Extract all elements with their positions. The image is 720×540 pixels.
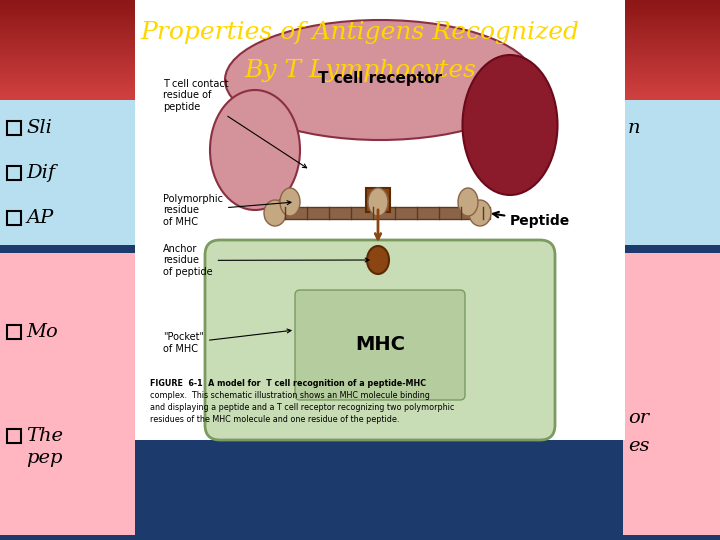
Bar — [366, 188, 390, 212]
Bar — [0, 34, 720, 37]
Bar — [0, 42, 720, 45]
Bar — [7, 211, 21, 225]
Ellipse shape — [225, 20, 535, 140]
Text: es: es — [628, 437, 649, 455]
Bar — [7, 429, 21, 443]
Bar — [623, 253, 720, 535]
Text: Peptide: Peptide — [493, 212, 570, 228]
Bar — [0, 253, 135, 535]
Bar — [0, 29, 720, 32]
Ellipse shape — [462, 55, 557, 195]
Bar — [0, 71, 720, 75]
Bar — [0, 89, 720, 92]
Bar — [0, 84, 720, 87]
Text: or: or — [628, 409, 649, 427]
FancyBboxPatch shape — [295, 290, 465, 400]
Ellipse shape — [280, 188, 300, 216]
Text: MHC: MHC — [355, 335, 405, 354]
Text: Mo: Mo — [26, 323, 58, 341]
Bar — [0, 22, 720, 25]
Bar — [0, 94, 720, 98]
Bar — [0, 46, 720, 50]
Text: n: n — [628, 119, 641, 137]
Bar — [0, 49, 720, 52]
Bar — [0, 69, 720, 72]
Bar — [0, 11, 720, 15]
Bar — [623, 100, 720, 245]
Bar — [0, 17, 720, 20]
Bar — [0, 0, 720, 3]
Bar — [0, 91, 720, 95]
Ellipse shape — [469, 200, 491, 226]
Bar — [135, 0, 625, 440]
Bar — [0, 37, 720, 40]
Bar — [0, 39, 720, 43]
Text: Sli: Sli — [26, 119, 52, 137]
Text: By T Lymphocytes: By T Lymphocytes — [244, 58, 476, 82]
Bar — [0, 100, 135, 245]
Text: Dif: Dif — [26, 164, 55, 182]
Bar — [0, 79, 720, 83]
Text: complex.  This schematic illustration shows an MHC molecule binding: complex. This schematic illustration sho… — [150, 392, 430, 401]
Bar — [0, 54, 720, 57]
Text: FIGURE  6-1  A model for  T cell recognition of a peptide-MHC: FIGURE 6-1 A model for T cell recognitio… — [150, 380, 426, 388]
Bar — [0, 59, 720, 63]
Bar — [0, 66, 720, 70]
Bar — [7, 325, 21, 339]
Text: pep: pep — [26, 449, 63, 467]
Bar — [0, 6, 720, 10]
Bar — [0, 82, 720, 85]
Text: The: The — [26, 427, 63, 446]
Text: T cell contact
residue of
peptide: T cell contact residue of peptide — [163, 79, 307, 168]
Text: Polymorphic
residue
of MHC: Polymorphic residue of MHC — [163, 194, 291, 227]
Text: AP: AP — [26, 209, 53, 227]
Bar — [0, 31, 720, 35]
Bar — [0, 44, 720, 48]
Bar — [0, 64, 720, 68]
Ellipse shape — [210, 90, 300, 210]
Text: "Pocket"
of MHC: "Pocket" of MHC — [163, 329, 291, 354]
Bar — [0, 14, 720, 17]
Bar — [0, 77, 720, 80]
Bar — [0, 57, 720, 60]
Text: and displaying a peptide and a T cell receptor recognizing two polymorphic: and displaying a peptide and a T cell re… — [150, 403, 454, 413]
Bar — [0, 97, 720, 100]
Bar — [0, 86, 720, 90]
FancyBboxPatch shape — [205, 240, 555, 440]
Bar — [7, 121, 21, 135]
Bar — [0, 9, 720, 12]
Bar — [7, 166, 21, 180]
Bar — [0, 62, 720, 65]
Text: T cell receptor: T cell receptor — [318, 71, 442, 85]
Ellipse shape — [264, 200, 286, 226]
Bar — [265, 207, 490, 219]
Bar — [0, 26, 720, 30]
Text: residues of the MHC molecule and one residue of the peptide.: residues of the MHC molecule and one res… — [150, 415, 400, 424]
Ellipse shape — [458, 188, 478, 216]
Bar — [0, 51, 720, 55]
Text: Anchor
residue
of peptide: Anchor residue of peptide — [163, 244, 369, 277]
Bar — [0, 2, 720, 5]
Ellipse shape — [367, 246, 389, 274]
Bar — [0, 4, 720, 8]
Bar — [0, 74, 720, 78]
Ellipse shape — [368, 188, 388, 216]
Bar — [0, 19, 720, 23]
Text: Properties of Antigens Recognized: Properties of Antigens Recognized — [140, 21, 580, 44]
Bar — [0, 24, 720, 28]
